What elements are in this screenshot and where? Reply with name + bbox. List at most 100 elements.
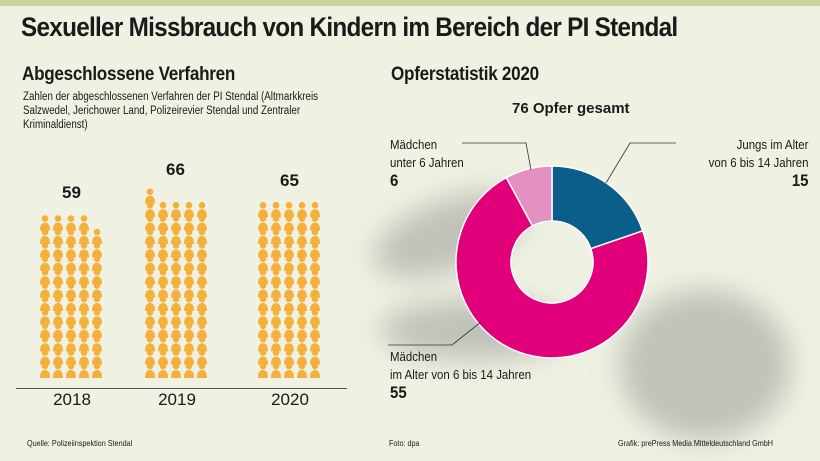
person-icon [184,268,194,285]
value-label-2018: 59 [62,183,81,202]
person-icon [184,215,194,231]
person-icon [145,268,155,285]
person-icon [284,295,294,311]
person-icon [158,295,168,311]
graphic-credit: Grafik: prePress Media Mitteldeutschland… [618,438,774,448]
person-icon [258,335,268,352]
slice-girls-under6 [505,165,553,227]
person-icon [284,322,294,338]
person-icon [66,282,76,298]
person-icon [79,215,89,231]
person-icon [158,255,168,271]
person-icon [258,201,268,218]
person-icon [310,255,320,271]
person-icon [197,242,207,258]
person-icon [66,309,76,325]
person-icon [158,349,168,365]
person-icon [171,215,181,231]
label-value: 6 [390,171,399,190]
person-icon [271,362,281,378]
person-icon [271,295,281,311]
person-icon [310,282,320,298]
person-icon [297,362,307,378]
person-icon [197,228,207,244]
person-icon [158,201,168,218]
person-icon [79,362,89,378]
person-icon [66,322,76,338]
person-icon [171,282,181,298]
person-icon [197,295,207,311]
person-icon [92,242,102,258]
person-icon [284,362,294,378]
person-icon [284,268,294,285]
person-icon [53,322,63,338]
person-icon [310,295,320,311]
person-icon [184,309,194,325]
person-icon [92,309,102,325]
person-icon [271,309,281,325]
person-icon [197,362,207,378]
person-icon [271,322,281,338]
person-icon [53,362,63,378]
person-icon [197,215,207,231]
leader-line [462,142,532,171]
label-line: Mädchen [390,349,438,364]
person-icon [92,255,102,271]
person-icon [271,215,281,231]
person-icon [92,362,102,378]
person-icon [171,335,181,352]
person-icon [297,201,307,218]
slice-boys [551,165,644,250]
leader-line [605,142,676,184]
person-icon [145,215,155,231]
pie-chart-title: Opferstatistik 2020 [391,64,539,85]
person-icon [79,242,89,258]
person-icon [40,362,50,378]
person-icon [171,242,181,258]
person-icon [184,322,194,338]
person-icon [145,295,155,311]
person-icon [184,201,194,218]
value-label-2020: 65 [280,171,299,190]
person-icon [297,349,307,365]
person-icon [40,282,50,298]
person-icon [271,201,281,218]
person-icon [145,255,155,271]
year-label-2019: 2019 [158,390,196,409]
person-icon [145,282,155,298]
person-icon [53,282,63,298]
slice-girls-6-14 [455,176,649,359]
person-icon [310,322,320,338]
person-icon [310,201,320,218]
person-icon [171,228,181,244]
person-icon [197,335,207,352]
person-icon [184,335,194,352]
person-icon [92,295,102,311]
person-icon [310,309,320,325]
person-icon [53,255,63,271]
label-line: Jungs im Alter [736,137,808,152]
person-icon [145,188,155,204]
label-line: im Alter von 6 bis 14 Jahren [390,367,532,382]
person-icon [40,322,50,338]
person-icon [53,268,63,285]
person-icon [66,268,76,285]
person-icon [310,349,320,365]
person-icon [40,335,50,352]
person-icon [310,362,320,378]
person-icon [66,335,76,352]
person-icon [145,201,155,218]
person-icon [158,215,168,231]
person-icon [158,268,168,285]
person-icon [40,295,50,311]
person-icon [66,255,76,271]
person-icon [40,349,50,365]
leader-line [388,321,482,346]
person-icon [284,282,294,298]
person-icon [79,255,89,271]
person-icon [145,228,155,244]
person-icon [297,309,307,325]
person-icon [184,349,194,365]
person-icon [258,268,268,285]
person-icon [145,349,155,365]
